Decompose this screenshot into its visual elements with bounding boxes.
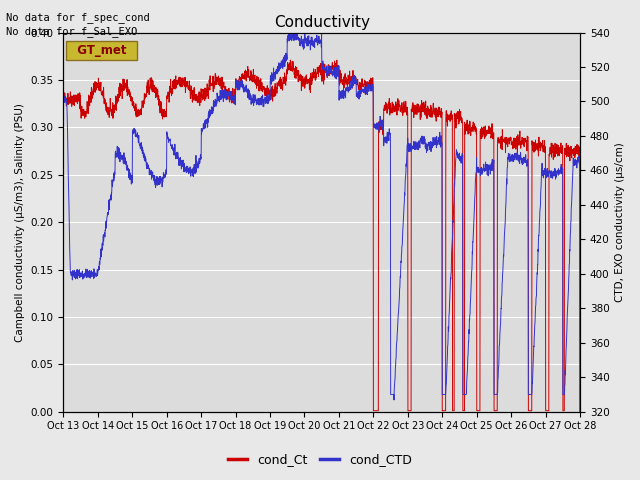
Text: GT_met: GT_met	[68, 44, 134, 57]
Title: Conductivity: Conductivity	[274, 15, 370, 30]
Legend: cond_Ct, cond_CTD: cond_Ct, cond_CTD	[223, 448, 417, 471]
Y-axis label: CTD, EXO conductivity (µs/cm): CTD, EXO conductivity (µs/cm)	[615, 142, 625, 302]
Y-axis label: Campbell conductivity (µS/m3), Salinity (PSU): Campbell conductivity (µS/m3), Salinity …	[15, 103, 25, 342]
Text: No data for f_spec_cond
No data for f_Sal_EXO: No data for f_spec_cond No data for f_Sa…	[6, 12, 150, 37]
